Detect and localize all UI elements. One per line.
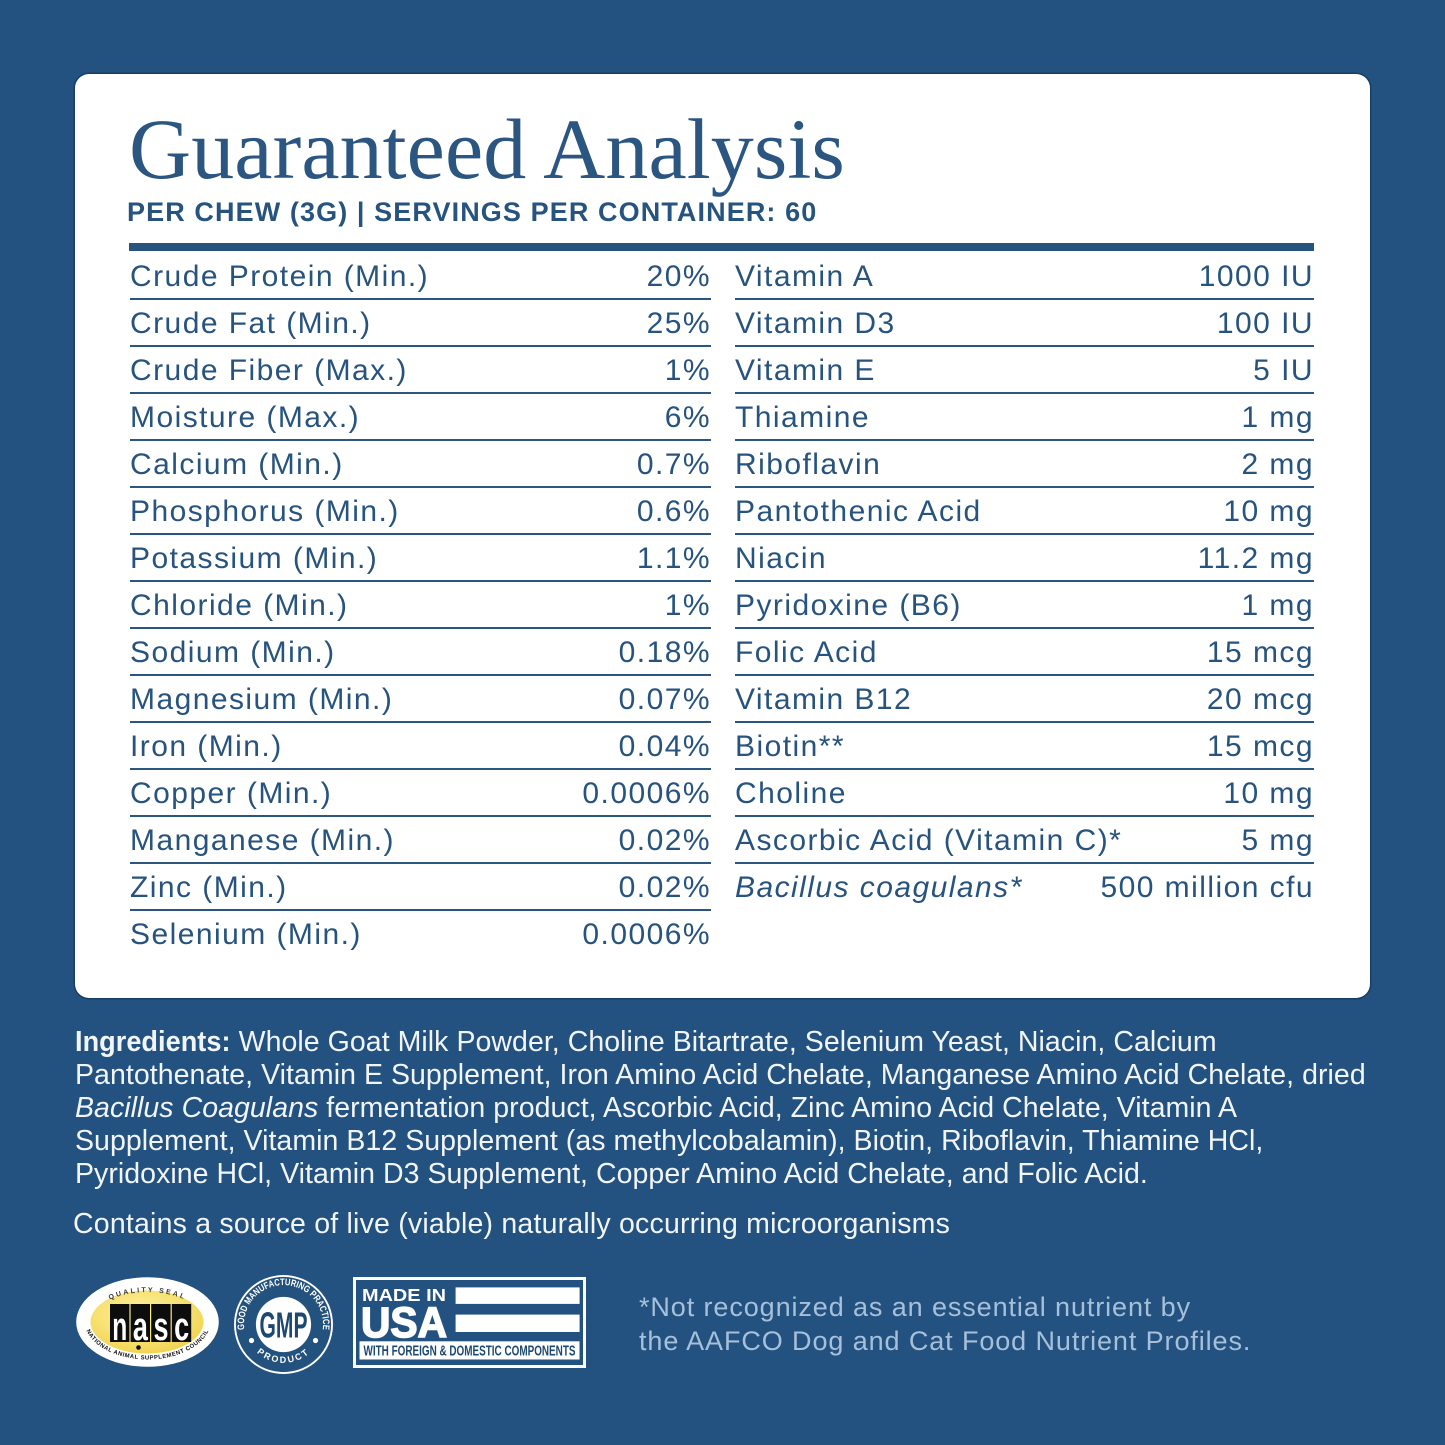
- svg-text:GMP: GMP: [260, 1305, 308, 1346]
- svg-text:n: n: [112, 1305, 127, 1349]
- svg-text:s: s: [154, 1305, 169, 1349]
- svg-text:c: c: [174, 1305, 189, 1349]
- svg-text:MADE IN: MADE IN: [362, 1285, 446, 1305]
- svg-text:USA: USA: [361, 1299, 447, 1347]
- svg-text:a: a: [133, 1305, 149, 1349]
- svg-text:WITH FOREIGN & DOMESTIC COMPON: WITH FOREIGN & DOMESTIC COMPONENTS: [364, 1344, 576, 1360]
